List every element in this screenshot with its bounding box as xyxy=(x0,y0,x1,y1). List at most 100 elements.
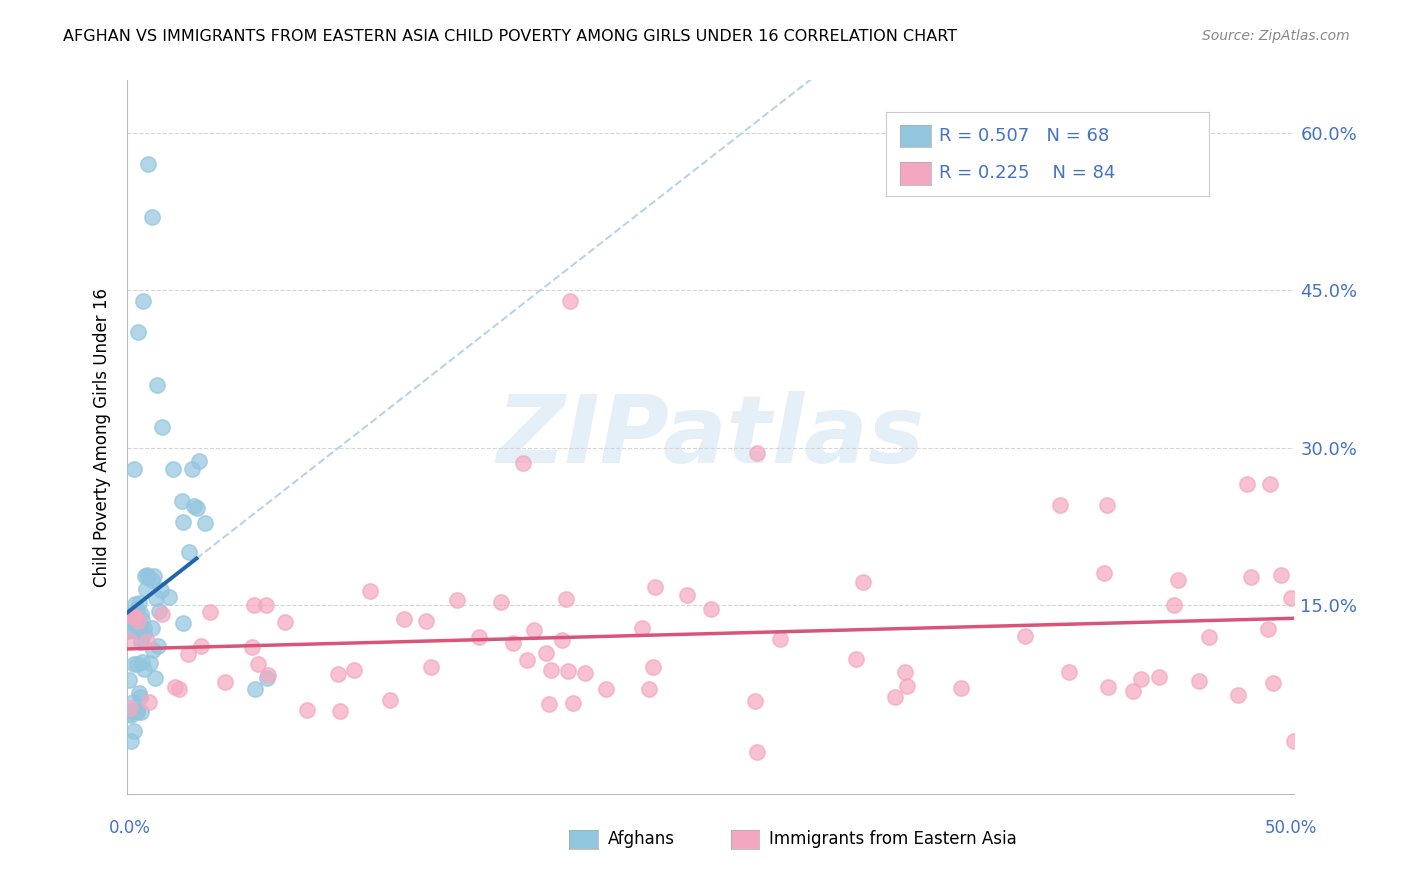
Point xyxy=(896,679,918,693)
Point xyxy=(118,624,141,638)
Point xyxy=(127,705,149,719)
Point xyxy=(329,704,352,718)
Point xyxy=(122,615,145,630)
Point xyxy=(128,596,150,610)
Point xyxy=(1279,591,1302,606)
Point xyxy=(214,674,236,689)
Point xyxy=(121,613,143,627)
Point xyxy=(243,598,266,612)
Point xyxy=(127,602,149,616)
Point xyxy=(415,615,437,629)
Point xyxy=(328,667,350,681)
Point xyxy=(157,590,180,604)
Point xyxy=(574,665,596,680)
Text: 0.0%: 0.0% xyxy=(108,819,150,837)
Point xyxy=(631,621,654,635)
Point xyxy=(128,690,150,704)
Point xyxy=(515,653,537,667)
Point xyxy=(1092,566,1115,580)
Point xyxy=(121,704,143,718)
Point xyxy=(150,419,173,434)
Point xyxy=(1049,498,1071,512)
Point xyxy=(118,634,141,648)
Point xyxy=(141,210,163,224)
Text: AFGHAN VS IMMIGRANTS FROM EASTERN ASIA CHILD POVERTY AMONG GIRLS UNDER 16 CORREL: AFGHAN VS IMMIGRANTS FROM EASTERN ASIA C… xyxy=(63,29,957,44)
Point xyxy=(1261,676,1284,690)
Point xyxy=(148,604,170,618)
Point xyxy=(1226,688,1249,702)
Point xyxy=(844,652,866,666)
Point xyxy=(343,663,366,677)
Text: R = 0.225    N = 84: R = 0.225 N = 84 xyxy=(939,164,1115,182)
Point xyxy=(145,672,167,686)
Point xyxy=(138,695,160,709)
Point xyxy=(240,640,263,655)
Point xyxy=(1188,674,1211,689)
Point xyxy=(1198,630,1220,644)
Point xyxy=(254,598,277,612)
Point xyxy=(1014,629,1036,643)
Point xyxy=(700,602,723,616)
Point xyxy=(392,612,415,626)
Point xyxy=(558,293,581,308)
Point xyxy=(256,672,278,686)
Point xyxy=(744,694,766,708)
Point xyxy=(122,723,145,738)
Point xyxy=(136,633,159,648)
Point xyxy=(172,615,194,630)
Point xyxy=(120,734,142,748)
Point xyxy=(243,681,266,696)
Point xyxy=(1163,598,1185,612)
Point xyxy=(446,593,468,607)
Point xyxy=(121,609,143,624)
Point xyxy=(1129,672,1152,686)
Point xyxy=(1122,684,1144,698)
Point xyxy=(118,613,141,627)
Point xyxy=(949,681,972,696)
Point xyxy=(1240,570,1263,584)
Point xyxy=(745,745,768,759)
Point xyxy=(162,461,184,475)
Point xyxy=(139,657,162,671)
Point xyxy=(644,581,666,595)
Point xyxy=(122,461,145,475)
Point xyxy=(1236,477,1258,491)
Point xyxy=(136,570,159,584)
Point xyxy=(131,613,153,627)
Point xyxy=(132,662,155,676)
Point xyxy=(1095,498,1118,512)
Point xyxy=(186,500,208,515)
Point xyxy=(129,607,152,621)
Point xyxy=(188,454,211,468)
Point xyxy=(118,673,141,687)
Point xyxy=(536,646,558,660)
Point xyxy=(145,591,167,606)
Text: R = 0.507   N = 68: R = 0.507 N = 68 xyxy=(939,127,1109,145)
Point xyxy=(172,515,194,529)
Point xyxy=(491,594,513,608)
Point xyxy=(176,648,198,662)
Point xyxy=(120,707,142,722)
Point xyxy=(638,681,661,696)
Point xyxy=(177,545,200,559)
Point xyxy=(146,639,169,653)
Point xyxy=(128,686,150,700)
Point xyxy=(118,706,141,721)
Point xyxy=(561,696,583,710)
Point xyxy=(183,500,205,514)
Point xyxy=(257,667,280,681)
Point xyxy=(132,293,155,308)
Point xyxy=(136,157,159,171)
Point xyxy=(194,516,217,530)
Point xyxy=(128,618,150,632)
Point xyxy=(359,583,381,598)
Point xyxy=(136,568,159,582)
Point xyxy=(127,703,149,717)
Point xyxy=(540,663,562,677)
Point xyxy=(190,639,212,653)
Point xyxy=(247,657,270,672)
Point xyxy=(163,680,186,694)
Point xyxy=(132,626,155,640)
Point xyxy=(643,660,665,674)
Point xyxy=(129,634,152,648)
